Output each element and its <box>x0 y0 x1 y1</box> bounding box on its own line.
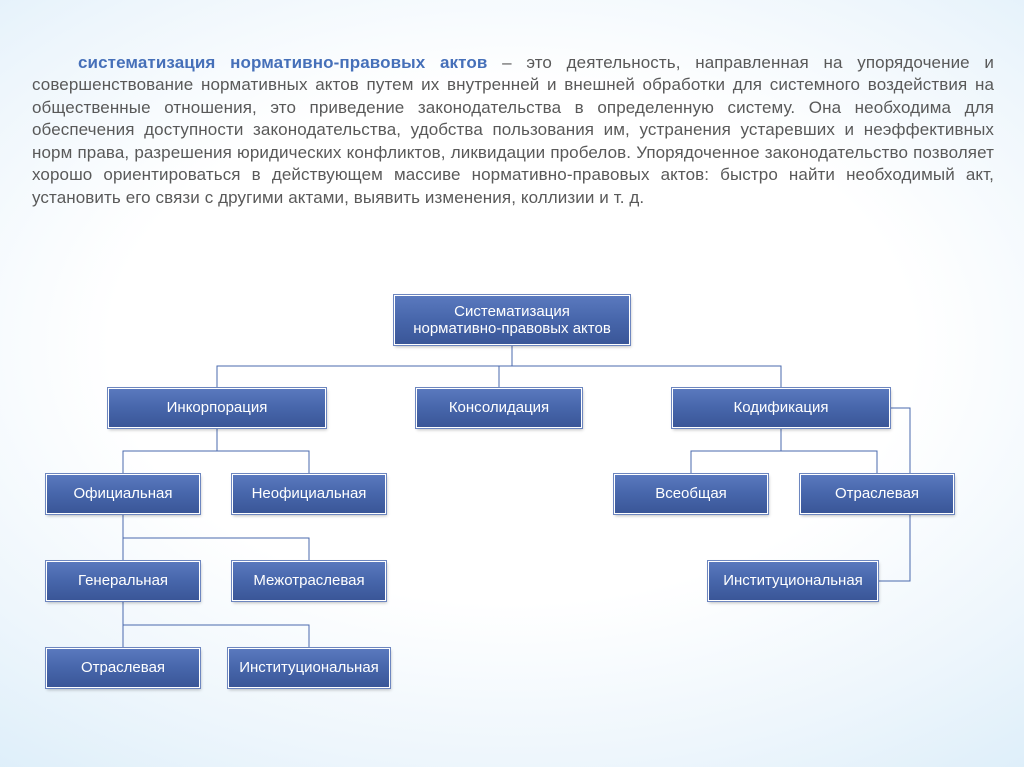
node-cod_al: Всеобщая <box>614 474 768 514</box>
node-cod_br: Отраслевая <box>800 474 954 514</box>
node-of_int: Межотраслевая <box>232 561 386 601</box>
node-inc_un: Неофициальная <box>232 474 386 514</box>
node-cons: Консолидация <box>416 388 582 428</box>
node-inc: Инкорпорация <box>108 388 326 428</box>
node-of_br: Отраслевая <box>46 648 200 688</box>
node-inc_of: Официальная <box>46 474 200 514</box>
node-root: Систематизациянормативно-правовых актов <box>394 295 630 345</box>
intro-body: – это деятельность, направленная на упор… <box>32 53 994 207</box>
intro-paragraph: систематизация нормативно-правовых актов… <box>32 52 994 209</box>
intro-lead: систематизация нормативно-правовых актов <box>78 53 487 72</box>
node-of_gen: Генеральная <box>46 561 200 601</box>
node-cod_in: Институциональная <box>708 561 878 601</box>
node-of_ins: Институциональная <box>228 648 390 688</box>
node-cod: Кодификация <box>672 388 890 428</box>
